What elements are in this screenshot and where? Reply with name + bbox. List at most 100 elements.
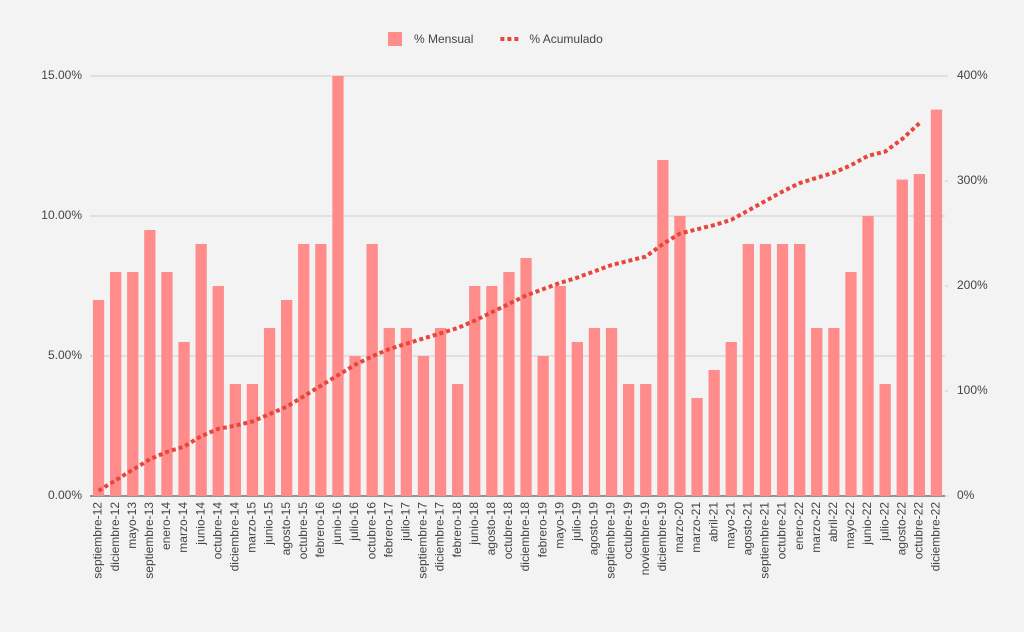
bar — [759, 244, 772, 496]
bar — [349, 356, 361, 496]
x-tick-label: abril-22 — [826, 502, 840, 542]
x-tick-label: septiembre-13 — [142, 502, 156, 579]
x-tick-label: agosto-22 — [894, 502, 908, 556]
x-tick-label: diciembre-12 — [108, 502, 122, 572]
x-tick-label: marzo-21 — [689, 502, 703, 553]
bar — [110, 272, 122, 496]
bar — [144, 230, 156, 496]
x-tick-label: diciembre-17 — [433, 502, 447, 572]
x-tick-label: mayo-19 — [552, 502, 566, 549]
bar — [92, 300, 105, 496]
x-tick-label: mayo-22 — [843, 502, 857, 549]
x-tick-label: octubre-14 — [210, 502, 224, 560]
bar — [811, 328, 823, 496]
bar — [469, 286, 481, 496]
y2-tick-label: 100% — [957, 383, 988, 397]
bar — [246, 384, 259, 496]
bar — [571, 342, 583, 496]
x-tick-label: diciembre-19 — [655, 502, 669, 572]
bar — [913, 174, 925, 496]
legend-swatch — [388, 32, 402, 46]
bar — [366, 244, 378, 496]
x-tick-label: julio-19 — [570, 502, 584, 542]
bar — [896, 179, 908, 496]
x-tick-label: marzo-20 — [672, 502, 686, 553]
bar — [794, 244, 806, 496]
line — [97, 121, 921, 493]
legend-label: % Mensual — [414, 32, 473, 46]
x-tick-label: octubre-15 — [296, 502, 310, 560]
bar — [127, 272, 139, 496]
bar — [674, 216, 686, 496]
bar — [588, 328, 601, 496]
y2-tick-label: 200% — [957, 278, 988, 292]
bar — [725, 342, 737, 496]
bar — [400, 328, 412, 496]
x-tick-label: febrero-19 — [535, 502, 549, 558]
x-tick-label: junio-15 — [262, 502, 276, 546]
bar — [503, 272, 515, 496]
x-tick-label: septiembre-19 — [604, 502, 618, 579]
x-tick-label: febrero-18 — [450, 502, 464, 558]
x-tick-label: septiembre-21 — [758, 502, 772, 579]
y2-tick-label: 400% — [957, 68, 988, 82]
x-tick-label: diciembre-18 — [518, 502, 532, 572]
x-tick-label: octubre-18 — [501, 502, 515, 560]
x-tick-label: junio-18 — [467, 502, 481, 546]
x-tick-label: septiembre-12 — [91, 502, 105, 579]
x-tick-label: julio-22 — [877, 502, 891, 542]
x-tick-label: enero-14 — [159, 502, 173, 550]
x-tick-label: agosto-18 — [484, 502, 498, 556]
x-tick-label: junio-14 — [193, 502, 207, 546]
bar — [161, 272, 173, 496]
bar — [708, 370, 720, 496]
bar — [657, 160, 669, 496]
x-tick-label: junio-22 — [860, 502, 874, 546]
x-tick-label: mayo-13 — [125, 502, 139, 549]
x-tick-label: octubre-22 — [912, 502, 926, 560]
x-tick-label: abril-21 — [706, 502, 720, 542]
bar — [742, 244, 754, 496]
bar — [930, 109, 943, 496]
x-tick-label: diciembre-14 — [228, 502, 242, 572]
bar — [281, 300, 293, 496]
x-tick-label: enero-22 — [792, 502, 806, 550]
bar — [828, 328, 840, 496]
x-tick-label: marzo-14 — [176, 502, 190, 553]
bar — [212, 286, 224, 496]
bar — [417, 356, 430, 496]
bar — [845, 272, 857, 496]
x-tick-label: marzo-22 — [809, 502, 823, 553]
bar — [862, 216, 874, 496]
x-tick-label: julio-17 — [399, 502, 413, 542]
x-tick-label: diciembre-22 — [929, 502, 943, 572]
x-tick-label: junio-16 — [330, 502, 344, 546]
bar — [298, 244, 310, 496]
y-tick-label: 0.00% — [48, 488, 82, 502]
y-tick-label: 5.00% — [48, 348, 82, 362]
bar — [195, 244, 207, 496]
bar — [640, 384, 652, 496]
bar — [623, 384, 635, 496]
bar — [229, 384, 241, 496]
bar — [434, 328, 447, 496]
bar — [520, 258, 532, 496]
legend-label: % Acumulado — [529, 32, 603, 46]
bar — [537, 356, 549, 496]
x-tick-label: agosto-15 — [279, 502, 293, 556]
x-tick-label: mayo-21 — [723, 502, 737, 549]
x-tick-label: octubre-16 — [364, 502, 378, 560]
y2-tick-label: 0% — [957, 488, 975, 502]
bar — [178, 342, 190, 496]
x-tick-label: julio-16 — [347, 502, 361, 542]
y-tick-label: 10.00% — [41, 208, 82, 222]
bar — [486, 286, 498, 496]
bar — [452, 384, 464, 496]
x-tick-label: octubre-21 — [775, 502, 789, 560]
bar — [605, 328, 618, 496]
bar — [776, 244, 789, 496]
bar — [879, 384, 891, 496]
bar — [691, 398, 703, 496]
x-tick-label: octubre-19 — [621, 502, 635, 560]
